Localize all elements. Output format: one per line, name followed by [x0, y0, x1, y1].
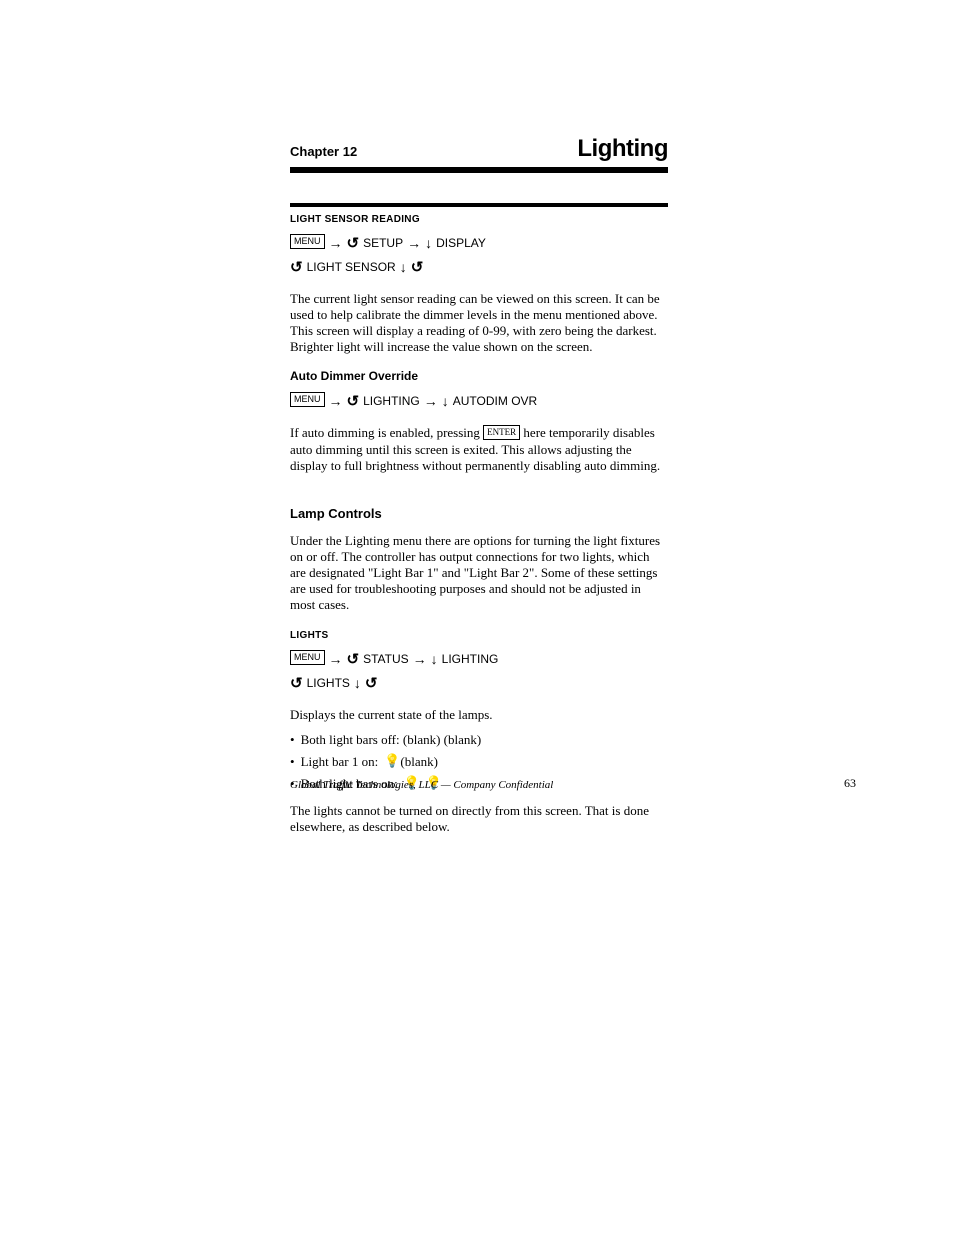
chapter-title: Lighting	[577, 135, 668, 163]
subhead-autodim: Auto Dimmer Override	[290, 369, 668, 383]
nav-path-3b: ↺ LIGHTS ↓ ↺	[290, 671, 668, 695]
enter-icon: ↺	[347, 232, 360, 256]
light-icon: 💡	[384, 750, 400, 772]
arrow-down-icon: ↓	[354, 671, 361, 695]
subsection-lamp-controls: Lamp Controls	[290, 506, 668, 521]
arrow-down-icon: ↓	[400, 255, 407, 279]
enter-icon: ↺	[347, 648, 360, 672]
footer: Global Traffic Technologies, LLC — Compa…	[290, 779, 668, 791]
body-tail: The lights cannot be turned on directly …	[290, 803, 668, 835]
body-2: If auto dimming is enabled, pressing ENT…	[290, 425, 668, 474]
enter-icon: ↺	[365, 672, 378, 696]
arrow-right-icon: →	[329, 647, 343, 671]
nav-path-1: MENU → ↺ SETUP → ↓ DISPLAY	[290, 231, 668, 255]
rule-thick	[290, 167, 668, 173]
enter-icon: ↺	[290, 672, 303, 696]
key-menu: MENU	[290, 650, 325, 665]
key-enter: ENTER	[483, 425, 520, 440]
arrow-right-icon: →	[329, 389, 343, 413]
arrow-right-icon: →	[407, 231, 421, 255]
arrow-down-icon: ↓	[425, 231, 432, 255]
key-menu: MENU	[290, 392, 325, 407]
nav-path-1b: ↺ LIGHT SENSOR ↓ ↺	[290, 255, 668, 279]
enter-icon: ↺	[347, 390, 360, 414]
arrow-right-icon: →	[413, 647, 427, 671]
page-number: 63	[844, 776, 856, 791]
enter-icon: ↺	[290, 256, 303, 280]
chapter-header: Chapter 12 Lighting	[290, 135, 668, 163]
section-title-lights: LIGHTS	[290, 629, 668, 641]
nav-path-2: MENU → ↺ LIGHTING → ↓ AUTODIM OVR	[290, 389, 668, 413]
arrow-down-icon: ↓	[431, 647, 438, 671]
body-lamp: Under the Lighting menu there are option…	[290, 533, 668, 613]
body-lights: Displays the current state of the lamps.	[290, 707, 668, 723]
section-title-light-sensor: LIGHT SENSOR READING	[290, 213, 668, 225]
arrow-down-icon: ↓	[442, 389, 449, 413]
nav-path-3: MENU → ↺ STATUS → ↓ LIGHTING	[290, 647, 668, 671]
key-menu: MENU	[290, 234, 325, 249]
bullet-1: Both light bars off: (blank) (blank)	[290, 729, 668, 751]
bullet-2: Light bar 1 on: 💡 (blank)	[290, 751, 668, 773]
enter-icon: ↺	[411, 256, 424, 280]
chapter-label: Chapter 12	[290, 144, 357, 159]
arrow-right-icon: →	[424, 389, 438, 413]
footer-left: Global Traffic Technologies, LLC — Compa…	[290, 779, 553, 791]
arrow-right-icon: →	[329, 231, 343, 255]
rule-thin-1	[290, 203, 668, 207]
body-1: The current light sensor reading can be …	[290, 291, 668, 355]
